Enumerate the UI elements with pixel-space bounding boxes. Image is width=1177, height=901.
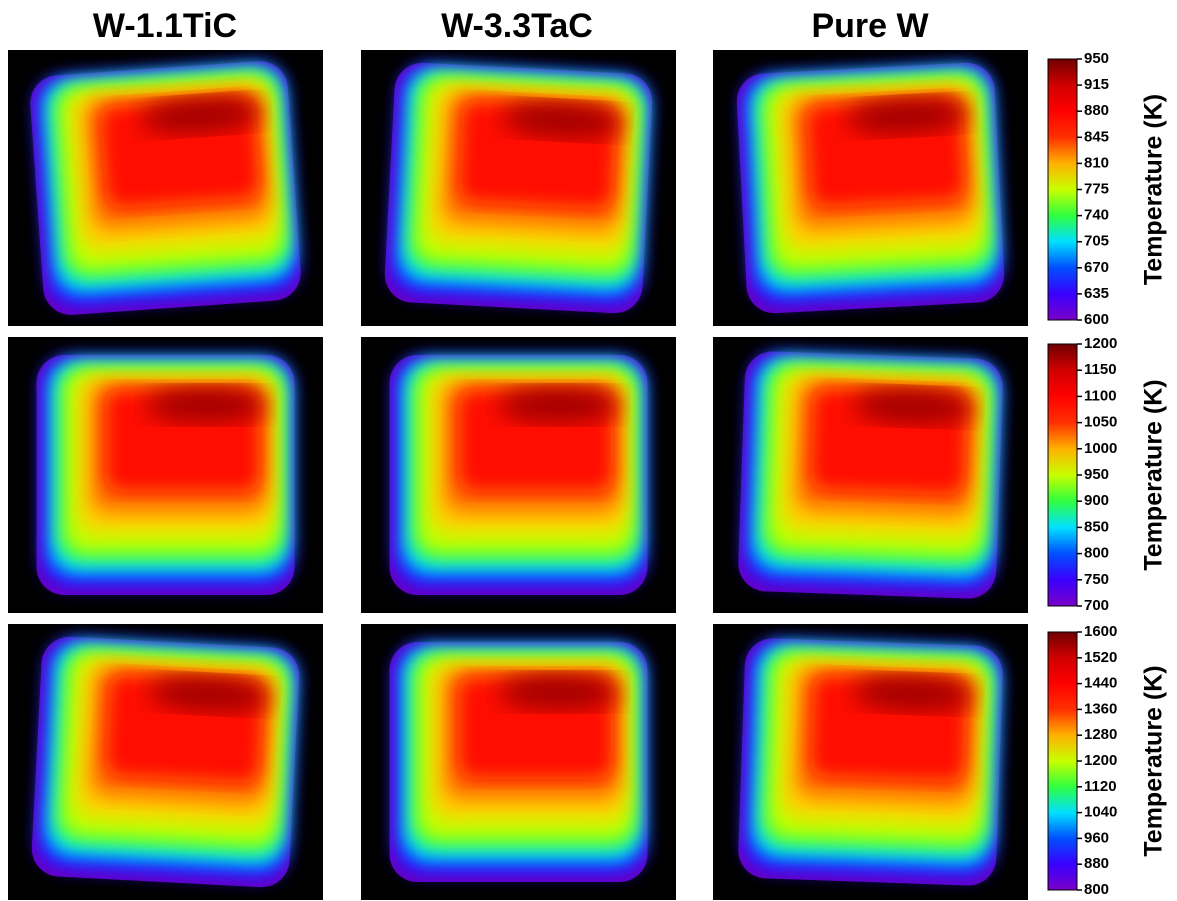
tick-label: 1200	[1084, 335, 1117, 352]
sample-body	[390, 642, 648, 882]
hot-spot	[146, 387, 266, 423]
tick-label: 1000	[1084, 440, 1117, 457]
sample	[737, 638, 1003, 887]
sample-body	[737, 638, 1003, 887]
column-title: W-3.3TaC	[441, 7, 593, 45]
sample-body	[28, 59, 302, 316]
tick-label: 1120	[1084, 778, 1117, 795]
tick-label: 600	[1084, 311, 1109, 328]
tick-label: 1440	[1084, 675, 1117, 692]
sample	[383, 61, 653, 314]
tick-label: 850	[1084, 518, 1109, 535]
thermal-image	[8, 624, 323, 900]
column-title: Pure W	[811, 7, 929, 45]
colorbar	[1048, 344, 1077, 606]
sample	[37, 355, 295, 595]
tick-label: 670	[1084, 259, 1109, 276]
colorbar-label: Temperature (K)	[1140, 665, 1168, 856]
tick-label: 800	[1084, 545, 1109, 562]
thermal-image	[713, 624, 1028, 900]
tick-label: 915	[1084, 76, 1109, 93]
tick-label: 750	[1084, 571, 1109, 588]
sample-body	[390, 355, 648, 595]
hot-spot	[499, 387, 619, 423]
sample-body	[37, 355, 295, 595]
tick-label: 950	[1084, 466, 1109, 483]
tick-label: 1280	[1084, 726, 1117, 743]
tick-label: 1040	[1084, 804, 1117, 821]
tick-label: 880	[1084, 102, 1109, 119]
sample-body	[737, 351, 1003, 600]
figure: W-1.1TiC W-3.3TaC Pure W 600 635 670 705 740…	[0, 0, 1177, 901]
thermal-image	[713, 50, 1028, 326]
tick-label: 1360	[1084, 700, 1117, 717]
tick-label: 1100	[1084, 387, 1117, 404]
tick-label: 635	[1084, 285, 1109, 302]
colorbar	[1048, 632, 1077, 890]
tick-label: 775	[1084, 180, 1109, 197]
tick-label: 1150	[1084, 361, 1117, 378]
tick-label: 1600	[1084, 623, 1117, 640]
tick-label: 900	[1084, 492, 1109, 509]
tick-label: 845	[1084, 128, 1109, 145]
tick-label: 1520	[1084, 649, 1117, 666]
colorbar-label: Temperature (K)	[1140, 94, 1168, 285]
thermal-image	[361, 50, 676, 326]
sample	[28, 59, 302, 316]
colorbar-label: Temperature (K)	[1140, 379, 1168, 570]
sample	[735, 61, 1005, 314]
thermal-image	[361, 337, 676, 613]
tick-label: 1050	[1084, 414, 1117, 431]
sample	[390, 355, 648, 595]
sample	[737, 351, 1003, 600]
thermal-image	[8, 337, 323, 613]
colorbar	[1048, 59, 1077, 320]
tick-label: 740	[1084, 207, 1109, 224]
sample	[390, 642, 648, 882]
tick-label: 705	[1084, 233, 1109, 250]
tick-label: 950	[1084, 50, 1109, 67]
tick-label: 800	[1084, 881, 1109, 898]
tick-label: 810	[1084, 154, 1109, 171]
column-title: W-1.1TiC	[93, 7, 237, 45]
sample-body	[30, 635, 300, 888]
tick-label: 700	[1084, 597, 1109, 614]
sample	[30, 635, 300, 888]
sample-body	[383, 61, 653, 314]
thermal-image	[361, 624, 676, 900]
thermal-image	[713, 337, 1028, 613]
thermal-image	[8, 50, 323, 326]
tick-label: 960	[1084, 829, 1109, 846]
sample-body	[735, 61, 1005, 314]
tick-label: 1200	[1084, 752, 1117, 769]
tick-label: 880	[1084, 855, 1109, 872]
hot-spot	[499, 674, 619, 710]
